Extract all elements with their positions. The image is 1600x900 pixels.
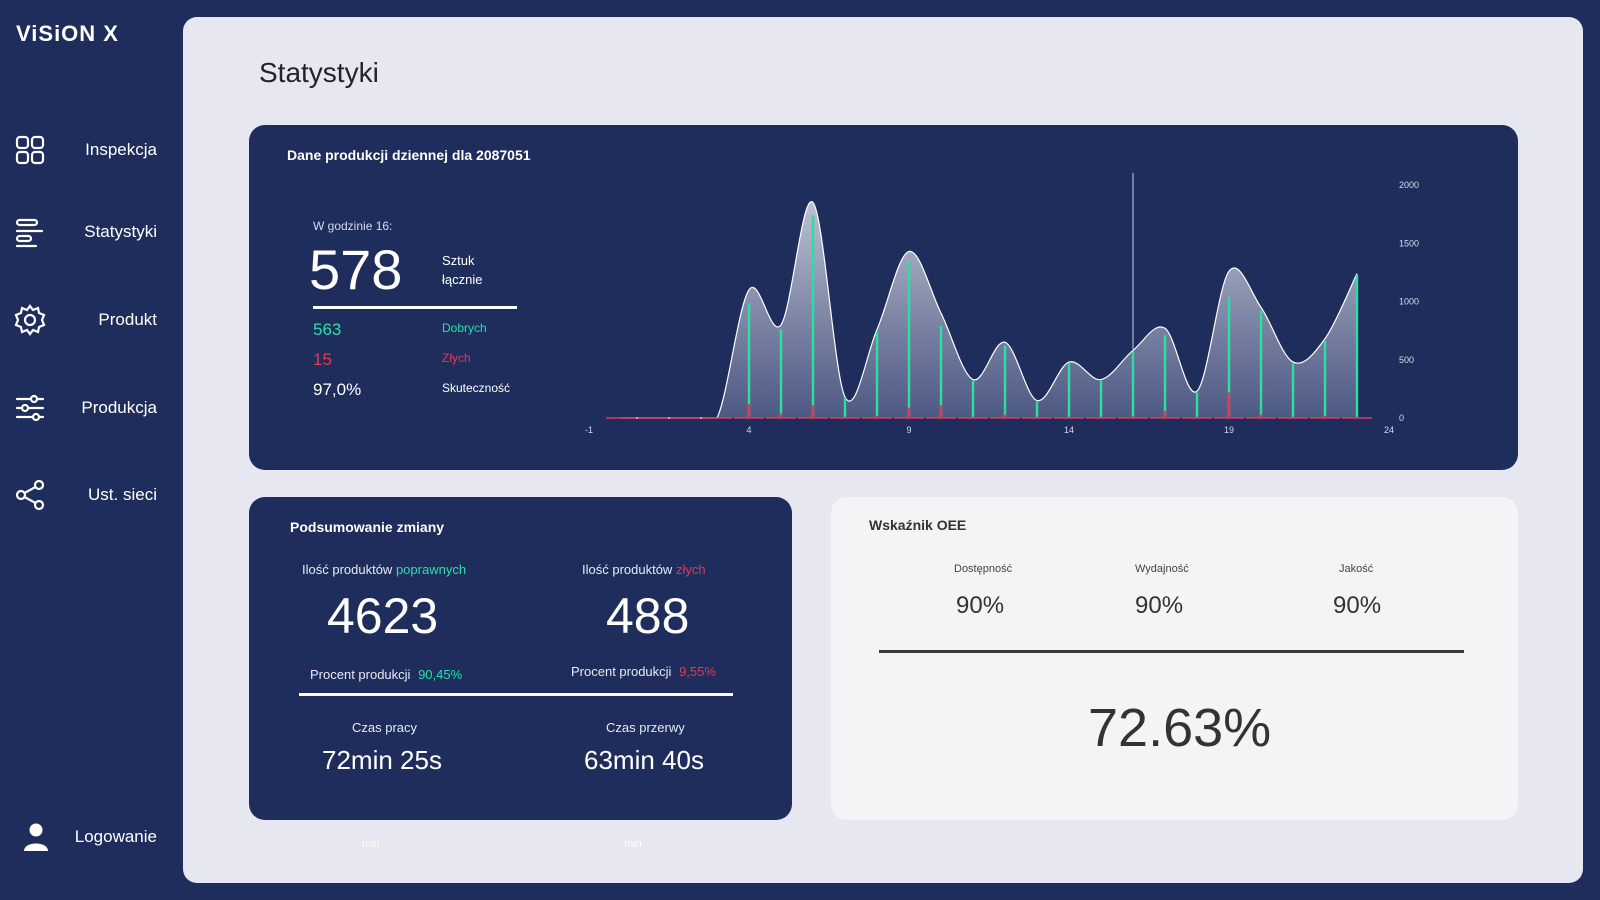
break-time-label: Czas przerwy	[606, 720, 685, 735]
work-time-value: 72min 25s	[322, 745, 442, 775]
sidebar-item-produkcja[interactable]: Produkcja	[0, 383, 183, 433]
good-caption-word: poprawnych	[395, 562, 467, 577]
good-percent-label: Procent produkcji	[310, 667, 411, 682]
total-label-2: łącznie	[442, 272, 483, 287]
sidebar-item-ust-sieci[interactable]: Ust. sieci	[0, 470, 183, 520]
oee-card-title: Wskaźnik OEE	[869, 517, 967, 533]
work-unit-hint: min	[362, 838, 380, 850]
main-panel: Statystyki Dane produkcji dziennej dla 2…	[183, 17, 1583, 883]
bad-count: 15	[313, 350, 332, 369]
bad-products-caption: Ilość produktów złych	[582, 562, 706, 577]
shift-divider	[299, 693, 733, 696]
x-tick-label: 24	[1384, 425, 1394, 435]
total-line	[621, 201, 1358, 419]
x-tick-label: 4	[746, 425, 751, 435]
hour-label: W godzinie 16:	[313, 219, 393, 233]
daily-production-chart[interactable]: -1 4 9 14 19 24 0 500 1000 1500 2000	[569, 165, 1489, 445]
bad-percent: Procent produkcji 9,55%	[571, 664, 716, 679]
sidebar-item-produkt[interactable]: Produkt	[0, 295, 183, 345]
y-tick-label: 1500	[1399, 238, 1419, 248]
page-title: Statystyki	[259, 57, 379, 88]
good-percent: Procent produkcji 90,45%	[310, 667, 462, 682]
daily-card-title: Dane produkcji dziennej dla 2087051	[287, 147, 531, 163]
grid-icon	[15, 135, 45, 165]
oee-total-value: 72.63%	[1088, 698, 1272, 758]
shift-summary-card: Podsumowanie zmiany Ilość produktów popr…	[249, 497, 792, 820]
availability-value: 90%	[956, 592, 1005, 619]
share-icon	[15, 479, 45, 511]
total-area	[621, 201, 1357, 418]
sidebar-item-label: Ust. sieci	[88, 485, 157, 504]
work-time-label: Czas pracy	[352, 720, 418, 735]
sidebar-item-label: Produkt	[98, 310, 157, 329]
daily-production-card: Dane produkcji dziennej dla 2087051 W go…	[249, 125, 1518, 470]
sidebar-item-label: Produkcja	[81, 398, 157, 417]
performance-value: 90%	[1135, 592, 1184, 619]
efficiency-value: 97,0%	[313, 380, 362, 399]
good-percent-value: 90,45%	[418, 667, 463, 682]
oee-card: Wskaźnik OEE Dostępność 90% Wydajność 90…	[831, 497, 1518, 820]
user-icon	[24, 823, 48, 851]
daily-divider	[313, 306, 517, 309]
shift-card-title: Podsumowanie zmiany	[290, 519, 445, 535]
bad-percent-value: 9,55%	[679, 664, 716, 679]
y-tick-label: 0	[1399, 413, 1404, 423]
sidebar-item-label: Logowanie	[74, 827, 157, 846]
good-caption-text: Ilość produktów	[302, 562, 393, 577]
efficiency-label: Skuteczność	[442, 381, 511, 395]
x-tick-label: 14	[1064, 425, 1074, 435]
oee-divider	[879, 650, 1464, 653]
break-unit-hint: min	[624, 838, 642, 850]
bad-caption-text: Ilość produktów	[582, 562, 673, 577]
performance-label: Wydajność	[1135, 563, 1189, 575]
sidebar-item-label: Inspekcja	[85, 140, 157, 159]
y-tick-label: 1000	[1399, 297, 1419, 307]
sidebar-item-inspekcja[interactable]: Inspekcja	[0, 125, 183, 175]
quality-value: 90%	[1333, 592, 1382, 619]
bad-label: Złych	[442, 351, 471, 365]
x-tick-label: 9	[906, 425, 911, 435]
good-products-value: 4623	[327, 588, 439, 644]
y-tick-label: 2000	[1399, 180, 1419, 190]
total-label-1: Sztuk	[442, 253, 475, 268]
good-count: 563	[313, 320, 342, 339]
gear-icon	[14, 304, 46, 336]
sliders-icon	[15, 394, 45, 422]
availability-label: Dostępność	[954, 563, 1013, 575]
y-tick-label: 500	[1399, 355, 1414, 365]
bad-products-value: 488	[606, 588, 690, 644]
brand-logo-text: ViSiON X	[16, 21, 119, 46]
sidebar: ViSiON X Inspekcja Statystyki Produkt Pr…	[0, 0, 183, 900]
brand-logo: ViSiON X	[16, 21, 119, 46]
good-label: Dobrych	[442, 321, 487, 335]
quality-label: Jakość	[1339, 563, 1374, 575]
stats-lines-icon	[15, 218, 44, 248]
sidebar-item-logowanie[interactable]: Logowanie	[0, 812, 183, 862]
break-time-value: 63min 40s	[584, 745, 704, 775]
x-tick-label: 19	[1224, 425, 1234, 435]
sidebar-item-label: Statystyki	[84, 222, 157, 241]
sidebar-item-statystyki[interactable]: Statystyki	[0, 207, 183, 257]
bad-percent-label: Procent produkcji	[571, 664, 672, 679]
x-tick-label: -1	[585, 425, 593, 435]
total-count: 578	[309, 238, 403, 301]
bad-caption-word: złych	[675, 562, 706, 577]
good-products-caption: Ilość produktów poprawnych	[302, 562, 466, 577]
